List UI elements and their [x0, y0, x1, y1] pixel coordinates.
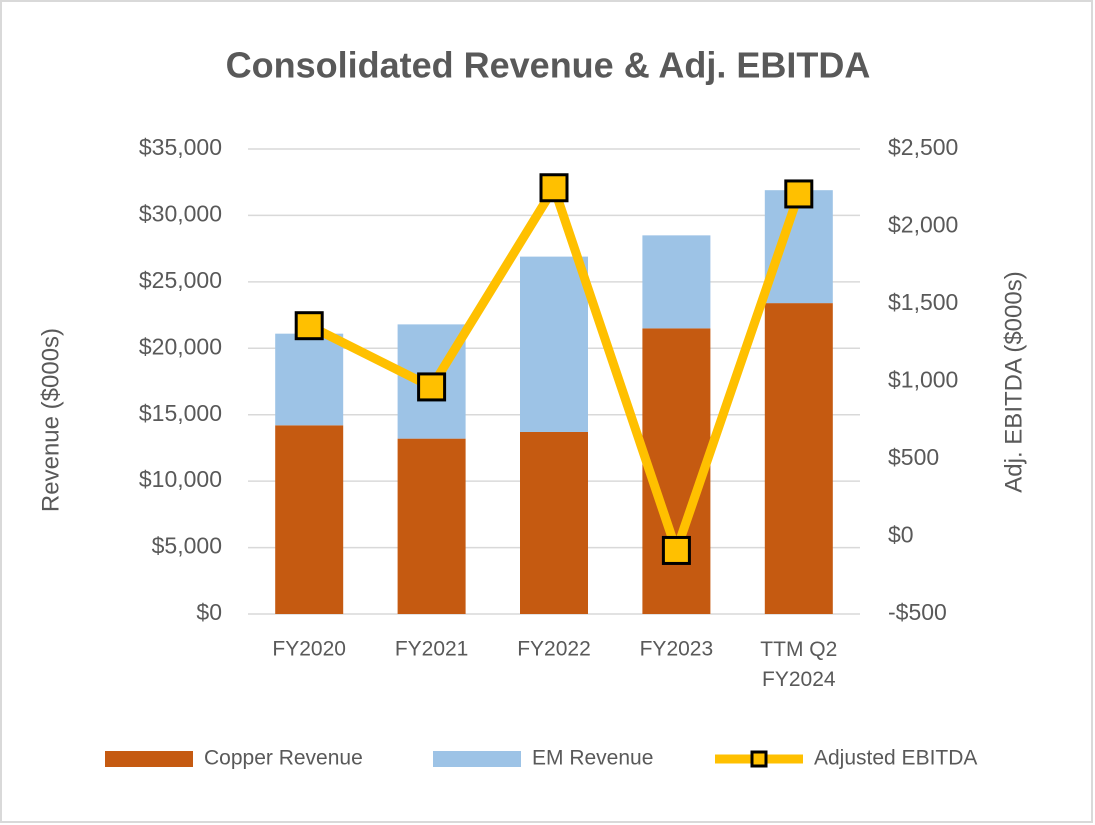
y-axis-label: Revenue ($000s) [37, 328, 64, 512]
y2-tick-label: $1,000 [888, 367, 958, 393]
marker [784, 179, 814, 209]
legend-swatch [433, 751, 521, 767]
y-tick-label: $35,000 [139, 134, 222, 160]
bar [520, 256, 588, 432]
bar [275, 333, 344, 426]
bar [764, 303, 833, 614]
y-tick-label: $30,000 [139, 201, 222, 227]
y-tick-label: $5,000 [152, 533, 222, 559]
x-tick-label: FY2020 [272, 638, 346, 661]
chart-title: Consolidated Revenue & Adj. EBITDA [226, 45, 871, 86]
y-tick-label: $25,000 [139, 267, 222, 293]
legend-swatch [105, 751, 193, 767]
x-tick-label: FY2022 [517, 638, 591, 661]
x-tick-label: TTM Q2 FY2024 [760, 638, 837, 691]
y2-tick-label: $1,500 [888, 289, 958, 315]
y2-tick-label: $0 [888, 522, 914, 548]
y-tick-label: $15,000 [139, 400, 222, 426]
legend-label: EM Revenue [532, 747, 653, 770]
x-tick-label: FY2023 [640, 638, 714, 661]
bar [275, 425, 344, 614]
y2-tick-label: $2,000 [888, 212, 958, 238]
legend-swatch [750, 750, 768, 768]
marker [294, 311, 324, 341]
bar [642, 235, 711, 329]
y2-axis-label: Adj. EBITDA ($000s) [1000, 271, 1027, 492]
marker [417, 372, 447, 402]
legend-label: Adjusted EBITDA [814, 747, 977, 770]
y2-tick-label: $500 [888, 444, 939, 470]
y-tick-label: $20,000 [139, 333, 222, 359]
y-tick-label: $10,000 [139, 466, 222, 492]
bar [397, 438, 466, 614]
marker [539, 173, 569, 203]
y2-tick-label: $2,500 [888, 134, 958, 160]
bar [520, 431, 588, 614]
x-tick-label: FY2021 [395, 638, 469, 661]
y-tick-label: $0 [196, 599, 222, 625]
legend-label: Copper Revenue [204, 747, 363, 770]
y2-tick-label: -$500 [888, 599, 947, 625]
marker [661, 535, 691, 565]
